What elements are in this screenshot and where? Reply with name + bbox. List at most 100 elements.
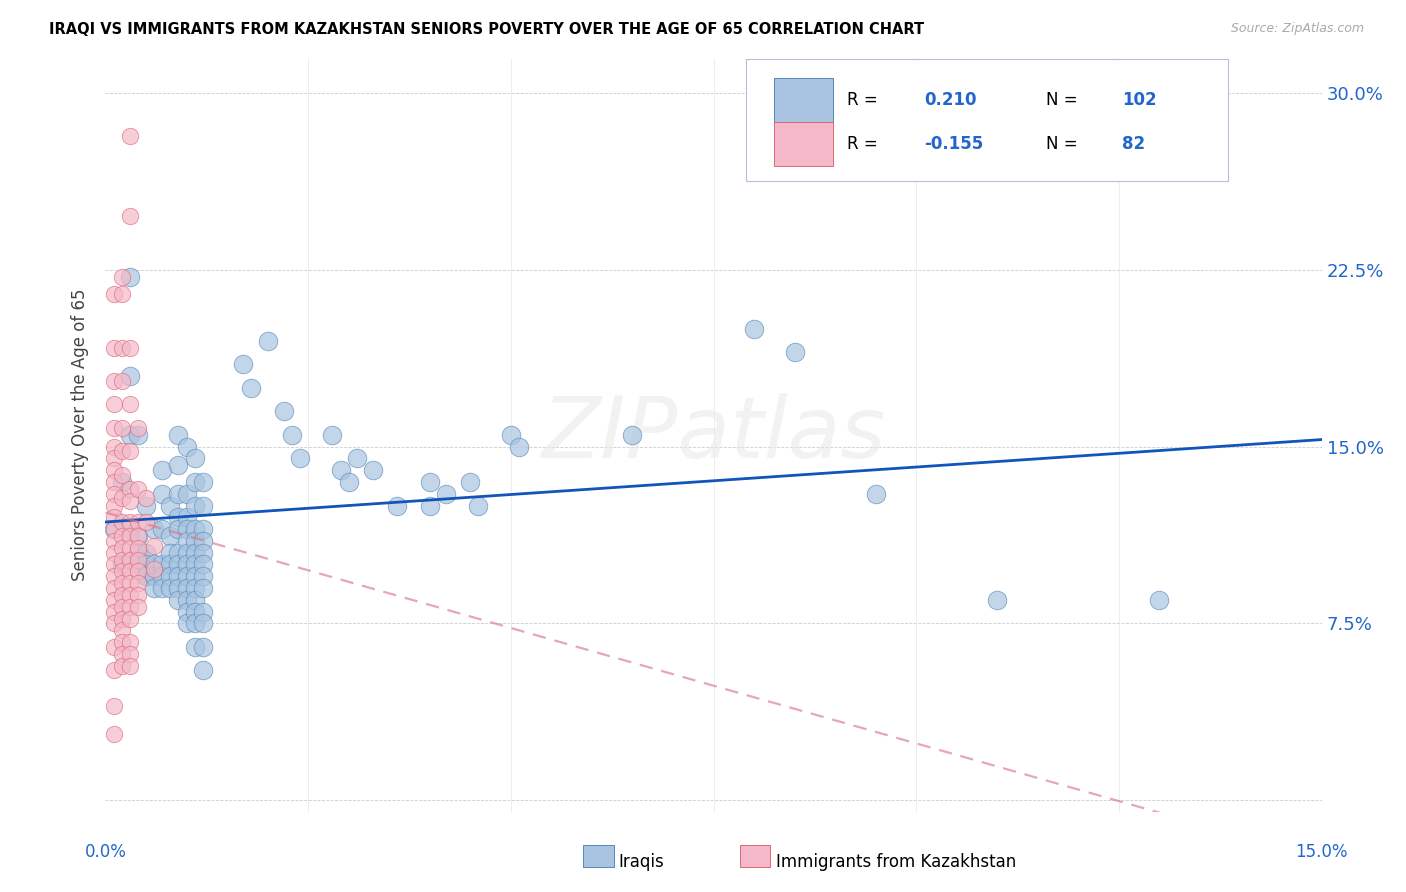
Point [191,616,214,631]
Point [118,565,141,579]
Point [191,640,214,654]
Point [167,510,190,524]
Point [167,558,190,572]
Point [135,569,157,583]
Point [458,475,481,489]
Point [103,727,125,741]
Point [176,440,198,454]
Point [118,552,141,566]
Point [103,341,125,355]
Point [111,576,134,591]
Point [103,592,125,607]
Point [111,588,134,602]
Point [111,611,134,625]
Text: Iraqis: Iraqis [619,853,665,871]
Point [118,368,141,383]
Point [191,664,214,678]
Point [103,640,125,654]
Point [346,451,368,466]
Point [176,522,198,536]
Point [103,558,125,572]
Point [150,463,173,477]
Point [150,558,173,572]
Point [159,558,181,572]
Point [118,444,141,458]
Point [111,286,134,301]
Point [127,529,149,543]
Point [176,592,198,607]
Point [183,475,205,489]
Point [387,499,409,513]
Point [183,499,205,513]
Point [103,522,125,536]
Y-axis label: Seniors Poverty Over the Age of 65: Seniors Poverty Over the Age of 65 [72,289,90,581]
Point [337,475,360,489]
Text: Immigrants from Kazakhstan: Immigrants from Kazakhstan [776,853,1017,871]
Point [111,421,134,435]
Point [127,558,149,572]
Point [240,381,263,395]
Point [127,421,149,435]
FancyBboxPatch shape [775,122,832,166]
Point [191,522,214,536]
Point [183,605,205,619]
Point [232,357,254,371]
Point [111,635,134,649]
Point [118,341,141,355]
Point [191,499,214,513]
Point [103,374,125,388]
Point [103,463,125,477]
Point [159,546,181,560]
Point [103,664,125,678]
Point [361,463,384,477]
Point [191,569,214,583]
Point [256,334,278,348]
Point [118,522,141,536]
Point [176,546,198,560]
Point [127,546,149,560]
Text: R =: R = [848,91,883,109]
Point [118,482,141,496]
Point [183,546,205,560]
Point [191,546,214,560]
Point [118,576,141,591]
Point [103,451,125,466]
Text: 0.210: 0.210 [924,91,976,109]
Point [329,463,352,477]
Point [159,569,181,583]
Point [176,558,198,572]
Point [118,209,141,223]
Point [1149,592,1171,607]
FancyBboxPatch shape [775,78,832,121]
Point [135,499,157,513]
Point [621,428,644,442]
Point [143,558,166,572]
Point [159,499,181,513]
Point [118,515,141,529]
Point [135,515,157,529]
Point [183,522,205,536]
Point [183,616,205,631]
Point [419,499,441,513]
Text: Source: ZipAtlas.com: Source: ZipAtlas.com [1230,22,1364,36]
Point [111,475,134,489]
Point [111,558,134,572]
Point [135,558,157,572]
Point [103,616,125,631]
Point [183,533,205,548]
Point [111,467,134,482]
Text: N =: N = [1046,91,1083,109]
Point [118,428,141,442]
Point [103,510,125,524]
Point [273,404,295,418]
Point [167,546,190,560]
Point [419,475,441,489]
Point [183,592,205,607]
Point [288,451,311,466]
Point [508,440,530,454]
Point [135,491,157,506]
Point [111,541,134,555]
Point [103,581,125,595]
Point [143,562,166,576]
Point [176,605,198,619]
